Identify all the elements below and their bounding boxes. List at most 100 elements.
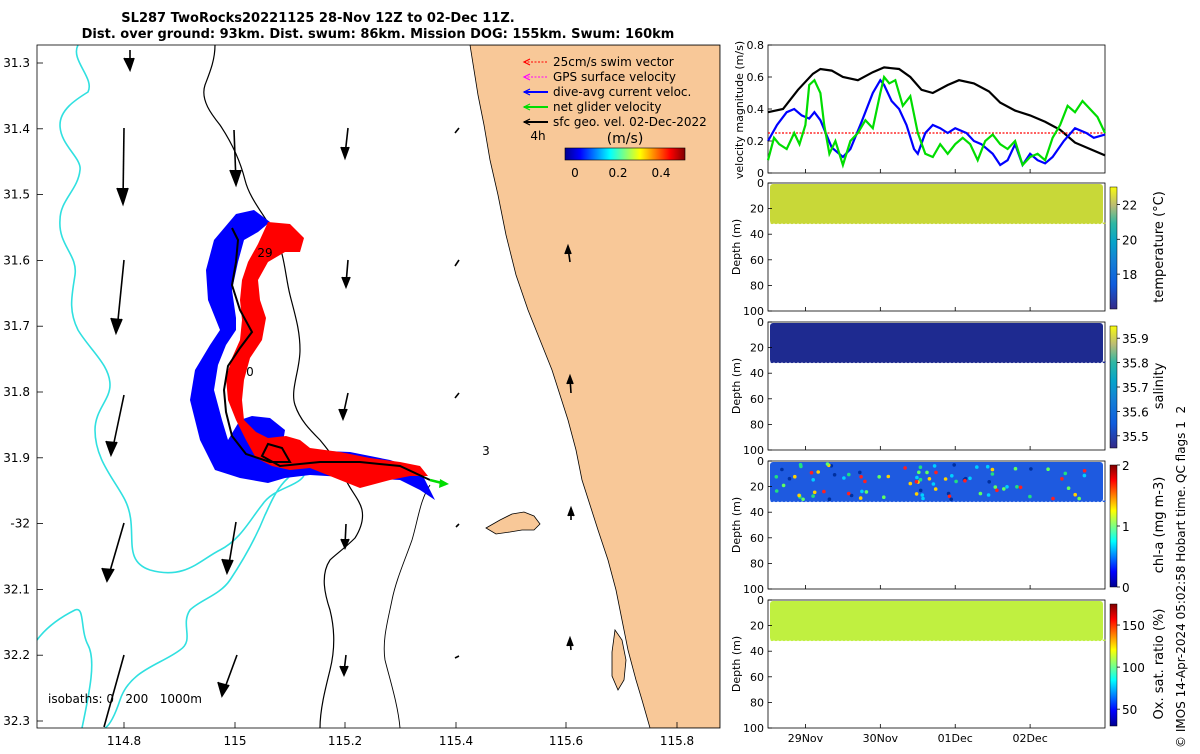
chl-speckle (925, 470, 929, 475)
depth-tick-label: 100 (743, 583, 764, 596)
time-axis: 29Nov 30Nov 01Dec 02Dec (788, 169, 1048, 745)
chl-speckle (978, 491, 983, 496)
chl-speckle (774, 489, 779, 493)
chl-speckle (968, 476, 972, 481)
chl-speckle (842, 476, 846, 480)
chl-speckle (781, 483, 786, 488)
panel-colorbar-tick-label: 18 (1122, 268, 1137, 282)
velocity-y-tick-label: 0 (757, 167, 764, 180)
depth-tick-label: 0 (757, 594, 764, 607)
legend-arrowhead (522, 103, 531, 111)
geo-arrow (455, 523, 460, 528)
depth-axis-label: Depth (m) (730, 497, 743, 553)
chl-speckle (934, 470, 938, 475)
legend-label: dive-avg current veloc. (553, 85, 691, 99)
depth-tick-label: 80 (750, 696, 764, 709)
chl-speckle (858, 496, 863, 500)
chl-speckle (987, 480, 991, 484)
net-velocity-arrow-head (439, 479, 449, 488)
legend-label: GPS surface velocity (553, 70, 676, 84)
geo-arrow-head (105, 440, 118, 458)
panel-colorbar (1109, 464, 1118, 588)
depth-axis-label: Depth (m) (730, 358, 743, 414)
day-label: 29 (257, 246, 272, 260)
map-y-tick-label: 32.1 (3, 582, 30, 596)
chl-speckle (1082, 468, 1087, 473)
heatmap-data-band (770, 462, 1103, 502)
map-x-tick-label: 115.6 (549, 734, 583, 748)
speed-colorbar: (m/s) 0 0.2 0.4 (564, 131, 686, 180)
chl-speckle (1046, 467, 1050, 472)
legend-label: net glider velocity (553, 100, 661, 114)
chl-speckle (886, 474, 891, 479)
chl-speckle (863, 479, 867, 484)
map-panel: 29 0 3 4h isobaths: 0 200 1000m 114.8 115… (3, 44, 721, 748)
chl-speckle (832, 473, 837, 477)
title-line-1: SL287 TwoRocks20221125 28-Nov 12Z to 02-… (121, 11, 514, 26)
panel-colorbar-label: salinity (1152, 362, 1167, 409)
depth-axis-label: Depth (m) (730, 636, 743, 692)
map-y-tick-label: 32.3 (3, 714, 30, 728)
chl-speckle (914, 492, 919, 496)
chl-speckle (809, 470, 814, 475)
depth-tick-label: 100 (743, 305, 764, 318)
chl-speckle (990, 472, 995, 476)
panel-colorbar (1109, 325, 1118, 449)
legend-label: 25cm/s swim vector (553, 55, 674, 69)
map-frame (36, 44, 721, 729)
geo-arrow (454, 392, 460, 399)
chl-speckle (793, 474, 797, 479)
land (469, 45, 720, 728)
map-x-tick-label: 115.2 (328, 734, 362, 748)
heatmap-band-edge (770, 361, 1106, 364)
chl-speckle (860, 489, 864, 494)
chl-speckle (995, 488, 999, 493)
geo-arrow (454, 655, 460, 659)
time-tick-label: 02Dec (1012, 732, 1047, 745)
heatmap-data-band (770, 184, 1103, 224)
velocity-y-tick-label: 0.8 (747, 39, 765, 52)
chl-speckle (1077, 496, 1081, 501)
chl-speckle (816, 470, 820, 474)
depth-tick-label: 20 (750, 481, 764, 494)
isobath-0m-coast (383, 484, 431, 728)
chl-speckle (903, 466, 907, 470)
map-y-ticks: 31.3 31.4 31.5 31.6 31.7 31.8 31.9 -32 32.1 32.2 3… (3, 56, 43, 728)
footer-copyright: © IMOS 14-Apr-2024 05:02:58 Hobart time. (1174, 486, 1188, 748)
geo-arrow (454, 259, 460, 267)
legend-arrowhead (522, 88, 531, 96)
colorbar-tick-label: 0.4 (651, 166, 670, 180)
chl-speckle (975, 465, 979, 469)
chl-speckle (1018, 485, 1023, 490)
chl-speckle (950, 474, 954, 478)
velocity-lines (766, 66, 1106, 169)
chl-speckle (1063, 471, 1068, 476)
geo-arrow-head (340, 538, 350, 550)
title-line-2: Dist. over ground: 93km. Dist. swum: 86k… (82, 27, 675, 42)
depth-tick-label: 20 (750, 342, 764, 355)
time-tick-label: 01Dec (938, 732, 973, 745)
chl-speckle (917, 470, 921, 475)
sfc-geo-arrows (101, 50, 575, 728)
depth-tick-label: 20 (750, 620, 764, 633)
map-y-tick-label: 31.3 (3, 56, 30, 70)
geo-arrow-head (567, 505, 575, 517)
depth-tick-label: 100 (743, 444, 764, 457)
depth-tick-label: 60 (750, 254, 764, 267)
chl-speckle (954, 479, 958, 484)
depth-tick-label: 0 (757, 177, 764, 190)
map-y-tick-label: 31.6 (3, 253, 30, 267)
chl-speckle (1005, 485, 1009, 489)
chl-speckle (864, 490, 869, 494)
chl-speckle (933, 487, 938, 491)
panel-colorbar-tick-label: 2 (1122, 459, 1130, 473)
map-y-tick-label: 32.2 (3, 648, 30, 662)
chl-speckle (952, 463, 956, 467)
panel-colorbar-tick-label: 0 (1122, 581, 1130, 595)
heatmap-band-edge (770, 222, 1106, 225)
panel-colorbar-tick-label: 35.9 (1122, 332, 1149, 346)
heatmap-data-band (770, 323, 1103, 363)
depth-tick-label: 80 (750, 557, 764, 570)
velocity-series-line (766, 74, 1106, 169)
